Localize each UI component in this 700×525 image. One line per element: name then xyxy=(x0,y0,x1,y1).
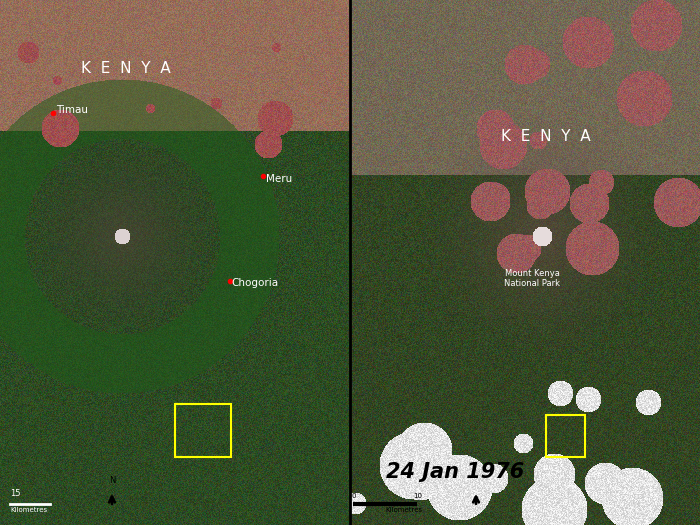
Text: Timau: Timau xyxy=(56,105,88,116)
Bar xyxy=(175,404,231,457)
Text: Kilometres: Kilometres xyxy=(385,507,422,513)
Text: 24 Jan 1976: 24 Jan 1976 xyxy=(386,463,524,482)
Text: Meru: Meru xyxy=(266,173,293,184)
Text: N: N xyxy=(108,476,116,485)
Text: Kilometres: Kilometres xyxy=(10,507,47,513)
Text: 15: 15 xyxy=(10,489,20,498)
Text: 10: 10 xyxy=(413,493,422,499)
Text: Mount Kenya
National Park: Mount Kenya National Park xyxy=(504,269,560,288)
Bar xyxy=(546,415,584,457)
Text: 0: 0 xyxy=(352,493,356,499)
Text: K  E  N  Y  A: K E N Y A xyxy=(501,129,591,144)
Text: K  E  N  Y  A: K E N Y A xyxy=(81,61,171,76)
Text: Chogoria: Chogoria xyxy=(231,278,278,289)
